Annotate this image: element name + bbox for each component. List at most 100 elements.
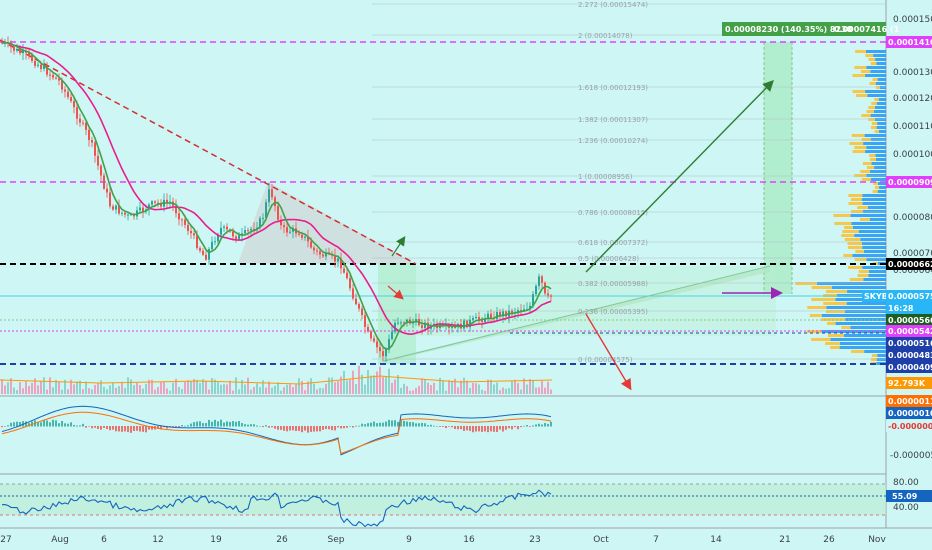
volume-bar xyxy=(307,381,309,394)
macd-histogram-bar xyxy=(511,426,513,430)
volume-bar xyxy=(421,378,423,394)
volume-bar xyxy=(226,384,228,394)
volume-bar xyxy=(25,381,27,394)
profile-bar-yellow xyxy=(869,82,876,85)
macd-histogram-bar xyxy=(55,420,57,427)
profile-bar-yellow xyxy=(847,246,863,249)
volume-bar xyxy=(280,390,282,394)
candle-body xyxy=(349,278,351,289)
macd-histogram-bar xyxy=(271,426,273,428)
macd-histogram-bar xyxy=(73,424,75,427)
volume-bars xyxy=(0,365,553,394)
volume-bar xyxy=(430,385,432,394)
candle-body xyxy=(61,80,63,90)
candle-body xyxy=(46,65,48,75)
macd-axis-tick: -0.00000500 xyxy=(890,451,932,461)
time-tick: Nov xyxy=(868,535,886,545)
profile-bar-blue xyxy=(879,86,886,89)
macd-histogram-bar xyxy=(421,422,423,427)
profile-bar-yellow xyxy=(849,142,864,145)
price-tag xyxy=(886,258,932,270)
profile-bar-yellow xyxy=(844,238,861,241)
candle-body xyxy=(391,331,393,340)
price-tag xyxy=(886,361,932,373)
candle-body xyxy=(415,319,417,323)
candle-body xyxy=(28,52,30,55)
profile-bar-blue xyxy=(864,134,886,137)
macd-histogram-bar xyxy=(241,423,243,427)
profile-bar-blue xyxy=(870,178,886,181)
profile-bar-yellow xyxy=(833,214,851,217)
macd-histogram-bar xyxy=(49,422,51,427)
macd-histogram-bar xyxy=(286,426,288,432)
volume-bar xyxy=(85,381,87,394)
price-panel[interactable] xyxy=(0,0,886,396)
volume-bar xyxy=(37,385,39,394)
macd-histogram-bar xyxy=(445,426,447,429)
profile-bar-blue xyxy=(876,358,886,361)
macd-histogram-bar xyxy=(280,426,282,430)
macd-histogram-bar xyxy=(367,423,369,427)
volume-bar xyxy=(217,382,219,394)
candle-body xyxy=(151,201,153,205)
volume-bar xyxy=(523,378,525,394)
volume-bar xyxy=(199,383,201,394)
volume-bar xyxy=(130,379,132,394)
volume-bar xyxy=(124,387,126,394)
price-tags: 0.000141010.000090900.00006624SKYBTC0.00… xyxy=(862,36,932,389)
macd-histogram-bar xyxy=(274,426,276,429)
profile-bar-yellow xyxy=(851,350,865,353)
fib-label: 0.382 (0.00005988) xyxy=(578,280,648,288)
profile-bar-yellow xyxy=(859,218,870,221)
volume-bar xyxy=(142,388,144,394)
volume-bar xyxy=(106,389,108,394)
candle-body xyxy=(127,214,129,216)
volume-bar xyxy=(511,381,513,394)
macd-histogram-bar xyxy=(526,425,528,427)
volume-bar xyxy=(277,382,279,394)
profile-bar-blue xyxy=(839,342,886,345)
candle-body xyxy=(544,282,546,294)
volume-bar xyxy=(262,380,264,394)
profile-bar-yellow xyxy=(811,286,832,289)
profile-bar-blue xyxy=(850,214,886,217)
profile-bar-yellow xyxy=(865,54,874,57)
volume-bar xyxy=(16,390,18,394)
time-tick: 23 xyxy=(529,535,540,545)
candle-body xyxy=(310,241,312,248)
macd-histogram-bar xyxy=(79,425,81,427)
candlesticks xyxy=(1,36,552,362)
macd-histogram-bar xyxy=(100,426,102,430)
macd-panel[interactable] xyxy=(0,396,886,474)
profile-bar-blue xyxy=(831,286,886,289)
volume-bar xyxy=(175,378,177,394)
profile-bar-blue xyxy=(866,146,886,149)
profile-bar-yellow xyxy=(834,222,852,225)
candle-body xyxy=(142,207,144,212)
candle-body xyxy=(367,326,369,332)
volume-bar xyxy=(493,384,495,394)
macd-histogram-bar xyxy=(208,419,210,427)
volume-bar xyxy=(424,379,426,394)
candle-body xyxy=(193,233,195,236)
profile-bar-yellow xyxy=(850,198,862,201)
macd-tag xyxy=(886,407,932,419)
macd-histogram-bar xyxy=(529,426,531,427)
macd-histogram-bar xyxy=(463,426,465,431)
volume-bar xyxy=(31,382,33,394)
macd-histogram-bar xyxy=(106,426,108,430)
volume-bar xyxy=(241,379,243,394)
volume-bar xyxy=(94,384,96,394)
small-down-arrow xyxy=(387,285,404,300)
profile-bar-blue xyxy=(870,138,886,141)
candle-body xyxy=(364,315,366,327)
macd-histogram-bar xyxy=(508,426,510,429)
profile-bar-yellow xyxy=(870,126,877,129)
volume-bar xyxy=(322,388,324,394)
candle-body xyxy=(82,122,84,124)
profile-bar-blue xyxy=(861,198,886,201)
macd-histogram-bar xyxy=(370,422,372,427)
profile-bar-blue xyxy=(875,82,886,85)
volume-bar xyxy=(151,379,153,394)
